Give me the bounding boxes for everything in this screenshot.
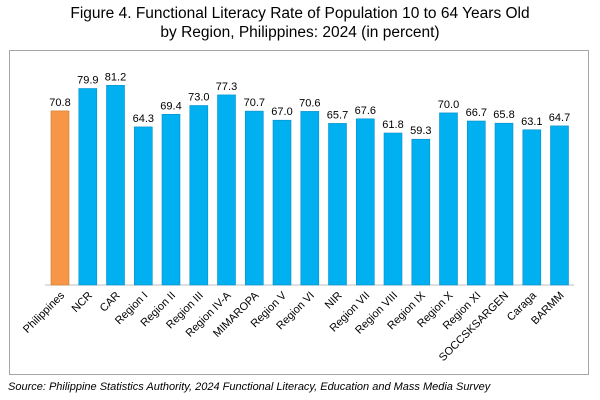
- chart-frame: [9, 50, 589, 375]
- data-label: 65.8: [493, 109, 514, 121]
- data-label: 59.3: [410, 125, 431, 137]
- chart-title-line-1: Figure 4. Functional Literacy Rate of Po…: [70, 5, 530, 22]
- bar-soccsksargen: [494, 122, 514, 286]
- bar-region-v: [272, 119, 292, 286]
- bar-region-iv-a: [217, 94, 236, 286]
- bar-region-viii: [383, 132, 403, 286]
- bar-region-ii: [161, 114, 181, 286]
- data-label: 73.0: [188, 92, 209, 104]
- data-label: 79.9: [77, 75, 98, 87]
- category-label: NCR: [70, 290, 95, 315]
- data-label: 61.8: [382, 119, 403, 131]
- bar-region-x: [439, 112, 458, 286]
- bar-region-iii: [189, 105, 209, 286]
- category-label: NIR: [323, 290, 345, 312]
- bar-region-i: [134, 126, 153, 286]
- data-label: 81.2: [105, 71, 126, 83]
- data-label: 64.7: [549, 112, 570, 124]
- bar-nir: [328, 123, 347, 286]
- data-label: 70.0: [438, 99, 459, 111]
- chart-title-line-2: by Region, Philippines: 2024 (in percent…: [160, 24, 440, 41]
- data-label: 67.6: [355, 105, 376, 117]
- bar-caraga: [522, 129, 542, 286]
- category-label: CAR: [98, 290, 123, 315]
- bar-region-xi: [466, 120, 486, 286]
- data-label: 67.0: [271, 106, 292, 118]
- source-note: Source: Philippine Statistics Authority,…: [8, 381, 491, 393]
- bar-region-vii: [355, 118, 375, 286]
- data-label: 65.7: [327, 109, 348, 121]
- bar-barmm: [550, 125, 569, 286]
- bar-mimaropa: [245, 110, 264, 286]
- data-label: 70.7: [244, 97, 265, 109]
- bar-region-vi: [300, 111, 320, 286]
- bar-region-ix: [411, 138, 431, 286]
- data-label: 70.6: [299, 97, 320, 109]
- bar-philippines: [50, 110, 70, 286]
- data-label: 66.7: [466, 107, 487, 119]
- category-label: Philippines: [21, 289, 67, 335]
- data-label: 69.4: [160, 100, 181, 112]
- bar-ncr: [78, 88, 98, 286]
- data-label: 77.3: [216, 81, 237, 93]
- bar-car: [106, 85, 125, 286]
- data-label: 63.1: [521, 116, 542, 128]
- data-label: 70.8: [49, 97, 70, 109]
- data-label: 64.3: [133, 113, 154, 125]
